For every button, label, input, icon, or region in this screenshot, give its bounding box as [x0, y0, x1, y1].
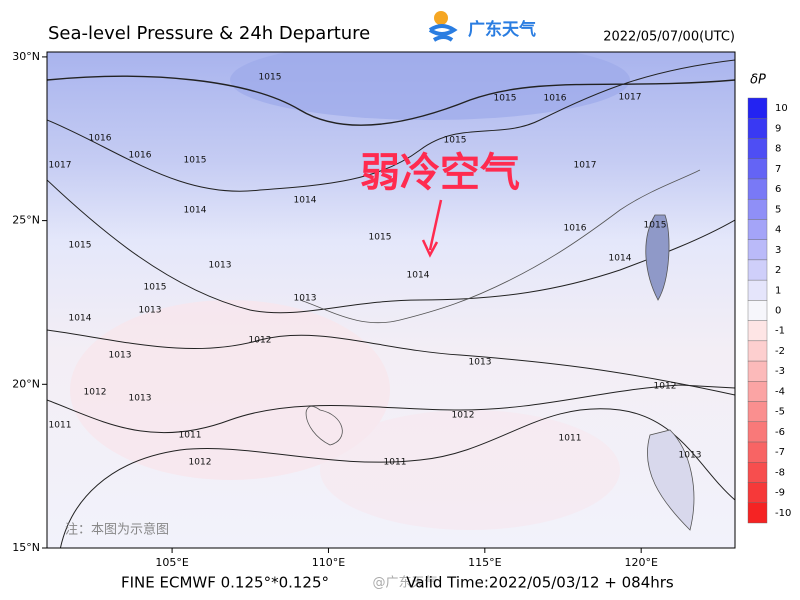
colorbar-label: 7 — [775, 164, 781, 175]
colorbar-label: 4 — [775, 225, 781, 236]
map — [47, 52, 735, 548]
logo: 广东天气 — [428, 11, 536, 42]
contour-label: 1016 — [129, 151, 152, 161]
contour-label: 1012 — [189, 458, 212, 468]
contour-label: 1014 — [609, 254, 632, 264]
contour-label: 1016 — [564, 224, 587, 234]
colorbar-box — [747, 462, 768, 483]
colorbar-box — [747, 279, 768, 301]
contour-label: 1015 — [259, 73, 282, 83]
contour-label: 1011 — [559, 434, 582, 444]
colorbar-label: -5 — [775, 407, 785, 418]
contour-label: 1015 — [494, 94, 517, 104]
contour-label: 1013 — [209, 261, 232, 271]
colorbar-label: -7 — [775, 447, 785, 458]
title: Sea-level Pressure & 24h Departure — [48, 23, 370, 44]
colorbar-label: 1 — [775, 285, 781, 296]
contour-label: 1016 — [544, 94, 567, 104]
colorbar-box — [747, 97, 768, 119]
colorbar-label: 3 — [775, 245, 781, 256]
colorbar-label: 8 — [775, 144, 781, 155]
colorbar-label: -4 — [775, 386, 785, 397]
colorbar-box — [747, 138, 768, 159]
contour-label: 1011 — [179, 431, 202, 441]
contour-label: 1017 — [619, 93, 642, 103]
colorbar-box — [747, 178, 768, 200]
contour-label: 1015 — [184, 156, 207, 166]
note: 注：本图为示意图 — [65, 522, 169, 538]
contour-label: 1012 — [249, 336, 272, 346]
contour-label: 1014 — [294, 196, 317, 206]
colorbar-label: 10 — [775, 103, 788, 114]
colorbar-label: 9 — [775, 123, 781, 134]
colorbar-box — [747, 441, 768, 463]
colorbar-box — [747, 421, 768, 443]
colorbar-label: -1 — [775, 326, 785, 337]
contour-label: 1013 — [679, 451, 702, 461]
colorbar-box — [747, 482, 768, 503]
contour-label: 1017 — [49, 161, 72, 171]
colorbar-title: δP — [750, 73, 766, 88]
contour-label: 1011 — [49, 421, 72, 431]
x-tick-label: 105°E — [155, 556, 188, 569]
contour-label: 1012 — [452, 411, 475, 421]
contour-label: 1016 — [89, 134, 112, 144]
colorbar-label: 0 — [775, 306, 781, 317]
colorbar-box — [747, 219, 768, 240]
annotation: 弱冷空气 — [360, 150, 520, 196]
logo-text: 广东天气 — [468, 19, 536, 40]
y-tick-label: 20°N — [12, 377, 40, 390]
colorbar-label: -10 — [775, 508, 791, 519]
watermark: @广东天气 — [372, 575, 437, 591]
contour-label: 1015 — [644, 221, 667, 231]
contour-label: 1015 — [144, 283, 167, 293]
contour-label: 1015 — [369, 233, 392, 243]
colorbar-box — [747, 118, 768, 139]
colorbar-label: 2 — [775, 265, 781, 276]
contour-label: 1017 — [574, 161, 597, 171]
contour-label: 1013 — [139, 306, 162, 316]
colorbar-label: 5 — [775, 204, 781, 215]
colorbar-box — [747, 360, 768, 382]
y-tick-label: 25°N — [12, 214, 40, 227]
colorbar-label: -6 — [775, 427, 785, 438]
y-tick-label: 15°N — [12, 541, 40, 554]
contour-label: 1014 — [69, 314, 92, 324]
colorbar-label: 6 — [775, 184, 781, 195]
contour-label: 1013 — [129, 394, 152, 404]
contour-label: 1012 — [654, 382, 677, 392]
contour-label: 1014 — [184, 206, 207, 216]
arrow — [421, 199, 443, 258]
colorbar-box — [747, 401, 768, 423]
contour-label: 1015 — [69, 241, 92, 251]
contour-label: 1011 — [384, 458, 407, 468]
footer-valid: Valid Time:2022/05/03/12 + 084hrs — [406, 574, 674, 592]
contour-label: 1014 — [407, 271, 430, 281]
contour-label: 1015 — [444, 136, 467, 146]
colorbar-box — [747, 320, 768, 342]
x-tick-label: 120°E — [624, 556, 657, 569]
colorbar-box — [747, 158, 768, 180]
contour-label: 1013 — [294, 294, 317, 304]
colorbar-box — [747, 259, 768, 281]
colorbar-box — [747, 340, 768, 362]
y-tick-label: 30°N — [12, 50, 40, 63]
colorbar-box — [747, 381, 768, 402]
colorbar-label: -2 — [775, 346, 785, 357]
contour-label: 1012 — [84, 388, 107, 398]
contour-label: 1013 — [469, 358, 492, 368]
colorbar-label: -8 — [775, 467, 785, 478]
colorbar-box — [747, 300, 768, 321]
date: 2022/05/07/00(UTC) — [603, 30, 735, 45]
x-tick-label: 115°E — [468, 556, 501, 569]
colorbar-box — [747, 198, 768, 220]
x-tick-label: 110°E — [312, 556, 345, 569]
colorbar-box — [747, 239, 768, 261]
colorbar-label: -3 — [775, 366, 785, 377]
colorbar-box — [747, 502, 768, 524]
contour-label: 1013 — [109, 351, 132, 361]
colorbar-label: -9 — [775, 488, 785, 499]
footer-model: FINE ECMWF 0.125°*0.125° — [121, 574, 329, 592]
